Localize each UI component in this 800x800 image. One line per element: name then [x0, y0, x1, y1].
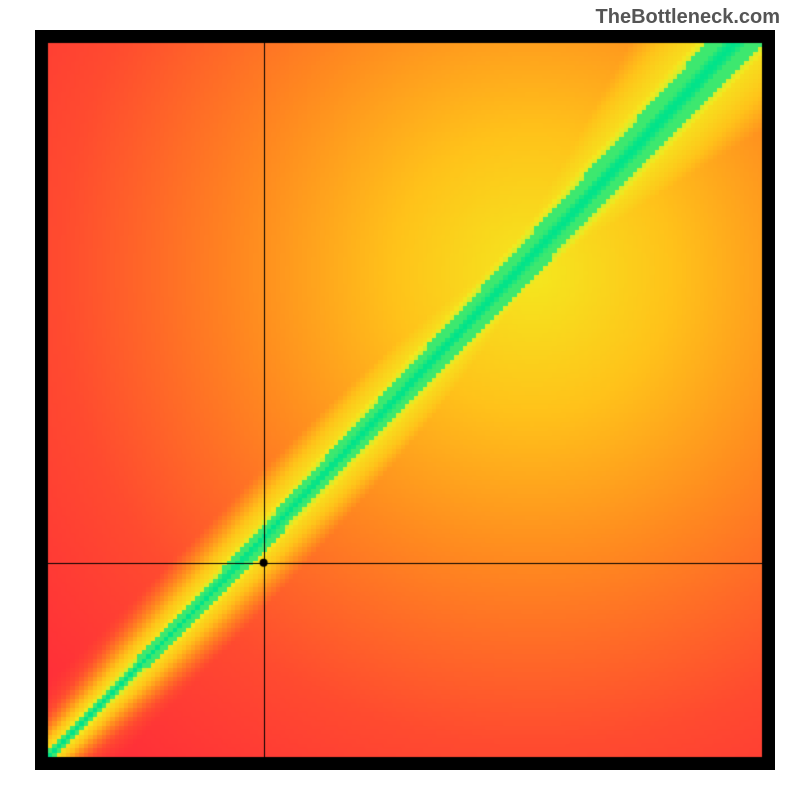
heatmap-canvas [35, 30, 775, 770]
heatmap-plot [35, 30, 775, 770]
chart-container: TheBottleneck.com [0, 0, 800, 800]
watermark-text: TheBottleneck.com [596, 6, 780, 29]
